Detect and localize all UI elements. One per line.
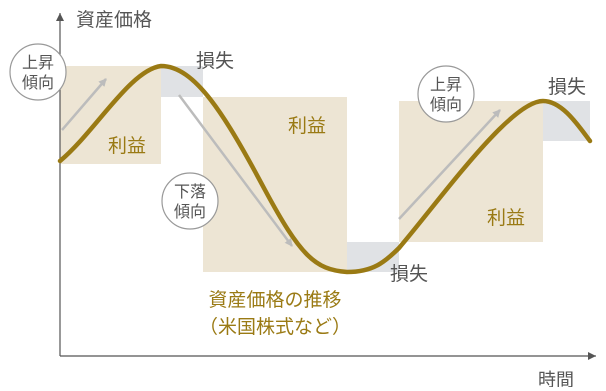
x-axis-label: 時間 [538, 370, 574, 387]
trend-badge-line2: 傾向 [430, 95, 462, 114]
profit-label-3: 利益 [487, 207, 525, 229]
trend-badge-up-1: 上昇 傾向 [9, 43, 67, 101]
caption-line2: （米国株式など） [199, 316, 351, 338]
trend-badge-circle [417, 65, 475, 123]
profit-label-2: 利益 [288, 115, 326, 137]
loss-label-3: 損失 [548, 76, 586, 98]
trend-arrow-down [177, 94, 294, 247]
trend-badge-line2: 傾向 [22, 73, 54, 92]
profit-label-1: 利益 [108, 135, 146, 157]
trend-badge-line1: 上昇 [430, 75, 462, 94]
trend-arrow-up-2 [398, 109, 501, 220]
loss-label-2: 損失 [390, 263, 428, 285]
trend-badge-line2: 傾向 [174, 202, 206, 221]
asset-price-line [57, 63, 593, 275]
caption-line1: 資産価格の推移 [208, 289, 341, 311]
loss-zone-3 [543, 101, 590, 141]
trend-badge-circle [9, 43, 67, 101]
trend-badge-down: 下落 傾向 [161, 172, 219, 230]
trend-badge-circle [161, 172, 219, 230]
loss-label-1: 損失 [196, 50, 234, 72]
trend-badge-up-2: 上昇 傾向 [417, 65, 475, 123]
y-axis-label: 資産価格 [76, 9, 152, 31]
trend-badge-line1: 上昇 [22, 53, 54, 72]
trend-badge-line1: 下落 [174, 182, 206, 201]
trend-arrow-up-1 [61, 78, 107, 131]
